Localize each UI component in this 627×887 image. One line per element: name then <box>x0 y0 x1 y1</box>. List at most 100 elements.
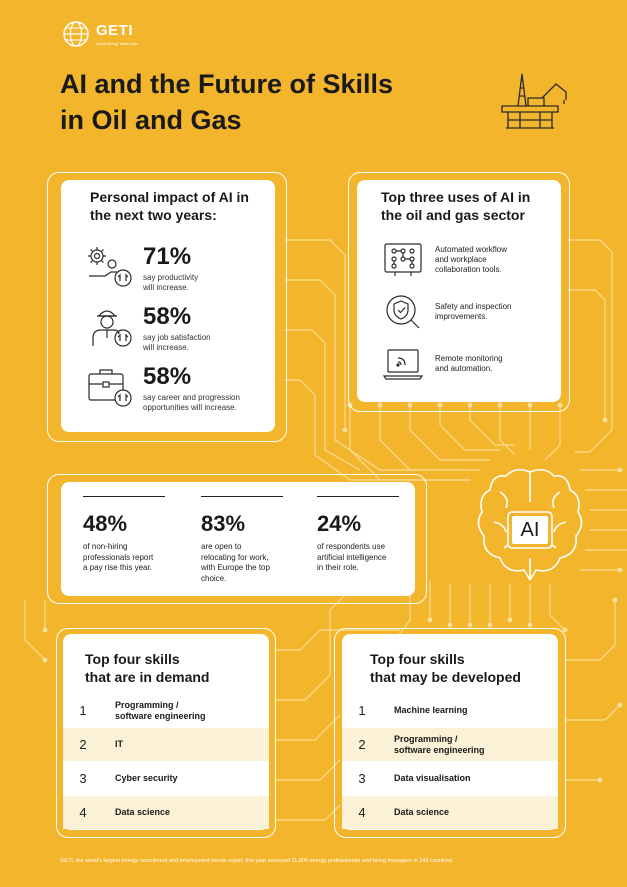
stat-relocation: 83% are open to relocating for work, wit… <box>201 496 289 584</box>
desc-line: say job satisfaction <box>143 333 211 342</box>
skill-row: 4 Data science <box>63 796 269 829</box>
personal-impact-card: Personal impact of AI in the next two ye… <box>61 180 275 432</box>
personal-impact-heading: Personal impact of AI in the next two ye… <box>90 188 249 224</box>
use-text: Remote monitoring and automation. <box>435 354 535 374</box>
footnote: GETI, the world's largest energy recruit… <box>60 858 454 864</box>
stat-divider <box>83 496 165 497</box>
skill-label: Programming / software engineering <box>103 700 206 722</box>
impact-item-career: 58% say career and progression opportuni… <box>85 364 240 413</box>
impact-percent: 58% <box>143 303 192 330</box>
heading-line: the oil and gas sector <box>381 207 525 223</box>
stat-line: professionals report <box>83 552 154 562</box>
skills-demand-frame <box>56 628 276 838</box>
use-line: collaboration tools. <box>435 265 502 274</box>
use-text: Automated workflow and workplace collabo… <box>435 245 535 275</box>
desc-line: say career and progression <box>143 393 240 402</box>
top-uses-frame <box>348 172 570 412</box>
skill-row: 2 Programming / software engineering <box>342 728 558 761</box>
stat-line: in their role. <box>317 563 359 572</box>
skill-rank: 2 <box>358 737 366 752</box>
use-line: improvements. <box>435 312 488 321</box>
heading-line: Personal impact of AI in <box>90 189 249 205</box>
stat-ai-use: 24% of respondents use artificial intell… <box>317 496 405 574</box>
personal-impact-frame <box>47 172 287 442</box>
briefcase-icon <box>88 369 132 407</box>
skill-line: software engineering <box>115 710 206 721</box>
impact-item-productivity: 71% say productivity will increase. <box>85 244 198 293</box>
skill-label: Data science <box>115 807 171 817</box>
skill-rank: 2 <box>79 737 87 752</box>
shield-check-icon <box>386 295 420 329</box>
page-title: AI and the Future of Skills in Oil and G… <box>60 66 440 138</box>
brand-logo: GETI Global Energy Talent Index <box>62 20 138 48</box>
impact-description: say career and progression opportunities… <box>143 393 240 413</box>
heading-line: that are in demand <box>85 669 210 685</box>
impact-percent: 71% <box>143 243 192 270</box>
stat-percent: 48% <box>83 511 128 536</box>
skill-rank: 4 <box>79 805 87 820</box>
workflow-board-icon <box>384 243 422 276</box>
skills-developed-card: Top four skills that may be developed 1 … <box>342 634 558 830</box>
skill-label: Cyber security <box>115 773 178 783</box>
skill-rank: 4 <box>358 805 366 820</box>
top-uses-heading: Top three uses of AI in the oil and gas … <box>381 188 530 224</box>
stat-description: of respondents use artificial intelligen… <box>317 542 405 574</box>
oil-rig-icon <box>501 73 567 129</box>
desc-line: will increase. <box>143 283 189 292</box>
stat-pay-rise: 48% of non-hiring professionals report a… <box>83 496 171 574</box>
impact-description: say productivity will increase. <box>143 273 198 293</box>
heading-line: the next two years: <box>90 207 217 223</box>
skill-label: Data science <box>394 807 450 817</box>
logo-text: GETI <box>96 22 134 39</box>
skill-row: 3 Cyber security <box>63 762 269 795</box>
skill-rank: 3 <box>358 771 366 786</box>
use-text: Safety and inspection improvements. <box>435 302 535 322</box>
impact-percent: 58% <box>143 363 192 390</box>
skill-line: Programming / <box>115 699 179 710</box>
heading-line: Top four skills <box>85 651 180 667</box>
skills-developed-frame <box>334 628 566 838</box>
desc-line: say productivity <box>143 273 199 282</box>
desc-line: will increase. <box>143 343 189 352</box>
skill-label: Machine learning <box>394 705 468 715</box>
stat-description: of non-hiring professionals report a pay… <box>83 542 171 574</box>
skill-row: 4 Data science <box>342 796 558 829</box>
stats-card: 48% of non-hiring professionals report a… <box>61 482 415 596</box>
stat-line: a pay rise this year. <box>83 563 152 572</box>
stat-line: artificial intelligence <box>317 552 387 562</box>
logo-tagline: Global Energy Talent Index <box>96 42 138 46</box>
stat-percent: 24% <box>317 511 362 536</box>
skill-row: 2 IT <box>63 728 269 761</box>
skill-rank: 3 <box>79 771 87 786</box>
stat-line: with Europe the top <box>201 563 270 572</box>
skill-rank: 1 <box>79 703 87 718</box>
skills-demand-heading: Top four skills that are in demand <box>85 650 209 686</box>
stat-line: are open to <box>201 542 242 551</box>
skill-label: Data visualisation <box>394 773 471 783</box>
globe-icon <box>63 21 89 47</box>
stat-percent: 83% <box>201 511 246 536</box>
use-line: and workplace <box>435 255 487 264</box>
impact-item-job-satisfaction: 58% say job satisfaction will increase. <box>85 304 211 353</box>
gear-hand-icon <box>88 247 132 287</box>
stat-line: of respondents use <box>317 542 386 551</box>
use-item-safety: Safety and inspection improvements. <box>383 294 535 330</box>
skill-row: 1 Machine learning <box>342 694 558 727</box>
use-line: Safety and inspection <box>435 302 512 311</box>
ai-badge-text: AI <box>520 519 540 541</box>
skills-demand-card: Top four skills that are in demand 1 Pro… <box>63 634 269 830</box>
top-uses-card: Top three uses of AI in the oil and gas … <box>357 180 561 402</box>
use-line: Remote monitoring <box>435 354 503 363</box>
laptop-signal-icon <box>383 349 423 380</box>
stat-divider <box>201 496 283 497</box>
stat-description: are open to relocating for work, with Eu… <box>201 542 289 584</box>
stats-frame <box>47 474 427 604</box>
stat-line: relocating for work, <box>201 552 269 562</box>
skill-line: software engineering <box>394 744 485 755</box>
desc-line: opportunities will increase. <box>143 403 237 412</box>
use-line: Automated workflow <box>435 245 508 254</box>
skill-line: Programming / <box>394 733 458 744</box>
skill-label: Programming / software engineering <box>382 734 485 756</box>
skill-label: IT <box>115 739 123 749</box>
